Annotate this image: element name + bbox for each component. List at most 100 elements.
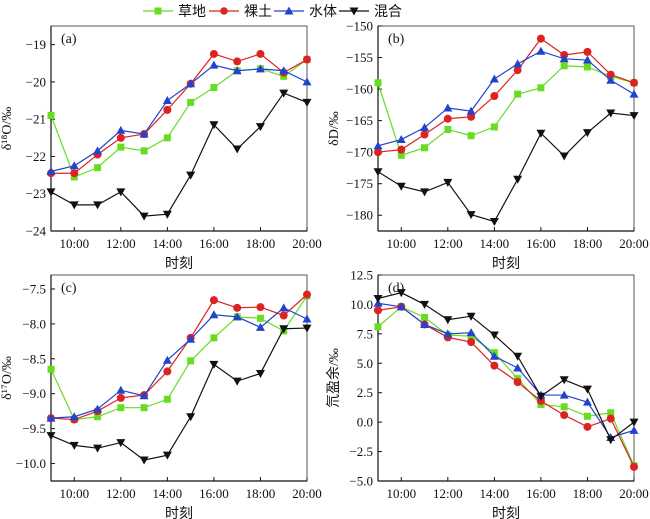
x-tick-label: 16:00 xyxy=(199,486,229,501)
x-tick-label: 18:00 xyxy=(573,236,603,251)
data-point-0-9 xyxy=(256,314,264,322)
data-point-1-6 xyxy=(513,66,522,75)
x-axis-title: 时刻 xyxy=(165,256,193,272)
y-tick-label: −24 xyxy=(26,224,47,239)
data-point-2-8 xyxy=(232,312,242,321)
data-point-3-0 xyxy=(373,168,383,177)
data-point-0-6 xyxy=(187,98,195,106)
y-tick-label: −20 xyxy=(26,74,46,89)
data-point-3-10 xyxy=(606,436,616,445)
chart-panel-b: 10:00 12:00 14:00 16:00 18:00 20:00 −180 −175 −1… xyxy=(327,19,649,273)
data-point-3-3 xyxy=(116,439,126,448)
x-tick-label: 16:00 xyxy=(526,486,556,501)
data-point-2-3 xyxy=(116,385,126,394)
data-point-2-10 xyxy=(279,303,289,312)
data-point-3-1 xyxy=(396,289,406,298)
data-point-2-9 xyxy=(582,55,592,64)
data-point-3-5 xyxy=(489,331,499,340)
data-point-2-4 xyxy=(139,391,149,400)
legend-item-mixed: 混合 xyxy=(339,1,402,21)
data-point-3-7 xyxy=(209,121,219,130)
y-tick-label: 7.5 xyxy=(357,326,373,341)
legend-label: 水体 xyxy=(309,5,337,20)
data-point-1-7 xyxy=(209,49,218,58)
data-point-2-2 xyxy=(420,123,430,132)
data-point-1-9 xyxy=(256,303,265,312)
data-point-0-0 xyxy=(374,323,382,331)
data-point-3-6 xyxy=(186,413,196,422)
series-line-0 xyxy=(50,295,308,421)
legend: 草地 裸土 水体 混合 xyxy=(0,0,650,22)
legend-label: 草地 xyxy=(178,5,206,20)
data-point-1-9 xyxy=(583,422,592,431)
data-point-2-4 xyxy=(466,106,476,115)
data-point-3-5 xyxy=(489,218,499,227)
data-point-2-6 xyxy=(186,79,196,88)
data-point-2-8 xyxy=(559,390,569,399)
data-point-0-2 xyxy=(421,313,429,321)
data-point-0-6 xyxy=(187,357,195,365)
data-point-1-7 xyxy=(209,296,218,305)
data-point-2-5 xyxy=(489,351,499,360)
legend-item-bare-soil: 裸土 xyxy=(209,1,272,21)
data-point-2-9 xyxy=(255,64,265,73)
data-point-0-2 xyxy=(94,164,102,172)
series-line-3 xyxy=(50,92,308,217)
data-point-1-1 xyxy=(397,145,406,154)
y-axis-title: δD/‰ xyxy=(327,111,342,146)
data-point-1-1 xyxy=(70,169,79,178)
data-point-1-5 xyxy=(490,92,499,101)
x-tick-label: 18:00 xyxy=(573,486,603,501)
data-point-1-11 xyxy=(630,462,638,471)
x-tick-label: 16:00 xyxy=(526,236,556,251)
data-point-2-11 xyxy=(302,77,312,86)
x-tick-label: 20:00 xyxy=(619,236,649,251)
data-point-3-2 xyxy=(420,188,430,197)
x-axis-title: 时刻 xyxy=(492,506,520,519)
x-tick-label: 10:00 xyxy=(386,486,416,501)
x-axis-title: 时刻 xyxy=(165,506,193,519)
x-tick-label: 20:00 xyxy=(292,236,322,251)
data-point-2-8 xyxy=(232,66,242,75)
data-point-3-2 xyxy=(93,201,103,210)
data-point-1-7 xyxy=(536,34,545,43)
data-point-0-3 xyxy=(117,143,125,151)
y-tick-label: −165 xyxy=(346,113,373,128)
data-point-3-0 xyxy=(46,188,56,197)
y-tick-label: −8.0 xyxy=(22,316,46,331)
data-point-2-2 xyxy=(420,319,430,328)
data-point-2-2 xyxy=(93,404,103,413)
data-point-1-10 xyxy=(606,70,615,79)
x-tick-label: 10:00 xyxy=(386,236,416,251)
data-point-3-11 xyxy=(302,98,312,107)
data-point-3-8 xyxy=(232,145,242,154)
data-point-0-3 xyxy=(444,125,452,133)
data-point-0-3 xyxy=(117,404,125,412)
data-point-2-7 xyxy=(209,310,219,319)
legend-item-grassland: 草地 xyxy=(143,1,206,21)
data-point-2-2 xyxy=(93,146,103,155)
data-point-1-5 xyxy=(163,367,172,376)
data-point-3-10 xyxy=(279,325,289,334)
data-point-0-8 xyxy=(560,62,568,70)
data-point-3-3 xyxy=(443,316,453,325)
data-point-0-7 xyxy=(537,84,545,92)
data-point-3-4 xyxy=(466,312,476,321)
series-line-1 xyxy=(377,37,635,153)
data-point-3-5 xyxy=(162,451,172,460)
data-point-2-1 xyxy=(69,161,79,170)
data-point-3-7 xyxy=(536,392,546,401)
data-point-0-1 xyxy=(397,151,405,159)
x-tick-label: 12:00 xyxy=(433,236,463,251)
data-point-3-1 xyxy=(396,182,406,191)
data-point-1-8 xyxy=(560,411,569,420)
x-tick-label: 12:00 xyxy=(433,486,463,501)
data-point-1-3 xyxy=(116,133,125,142)
data-point-2-4 xyxy=(139,129,149,138)
x-tick-label: 20:00 xyxy=(619,486,649,501)
y-tick-label: −180 xyxy=(346,208,373,223)
panel-label: (a) xyxy=(61,32,77,47)
data-point-0-2 xyxy=(421,144,429,152)
data-point-0-0 xyxy=(47,111,55,119)
y-tick-label: 10.0 xyxy=(350,297,373,312)
